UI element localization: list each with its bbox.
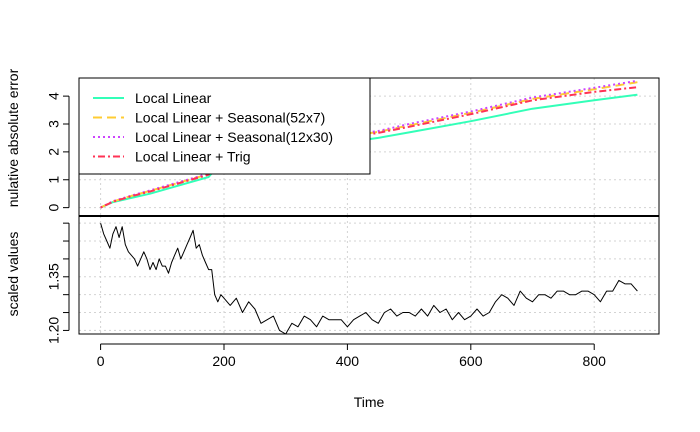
y-tick-label-top: 3	[46, 120, 62, 128]
series-bottom	[100, 223, 638, 335]
legend-label: Local Linear	[135, 90, 212, 106]
x-tick-label: 600	[459, 353, 483, 369]
x-tick-label: 800	[583, 353, 607, 369]
legend-box	[78, 77, 371, 175]
y-tick-label-top: 2	[46, 148, 62, 156]
x-tick-label: 200	[212, 353, 236, 369]
x-tick-label: 400	[336, 353, 360, 369]
series-scaled-line	[100, 223, 638, 335]
x-axis-label: Time	[354, 394, 385, 410]
y-axis-label-bottom: scaled values	[5, 232, 21, 317]
x-tick-label: 0	[97, 353, 105, 369]
axes: 0 200 400 600 800 0 1 2 3 4 1.20 1.35	[46, 92, 606, 369]
y-tick-label-bottom: 1.35	[46, 263, 62, 290]
legend: Local Linear Local Linear + Seasonal(52x7…	[78, 77, 371, 175]
legend-label: Local Linear + Seasonal(52x7)	[135, 110, 325, 126]
legend-label: Local Linear + Trig	[135, 149, 251, 165]
y-tick-label-bottom: 1.20	[46, 317, 62, 344]
legend-label: Local Linear + Seasonal(12x30)	[135, 129, 333, 145]
y-axis-label-top: nulative absolute error	[5, 68, 21, 207]
grid-bottom	[79, 216, 659, 334]
y-tick-label-top: 4	[46, 92, 62, 100]
y-tick-label-top: 1	[46, 176, 62, 184]
y-tick-label-top: 0	[46, 204, 62, 212]
